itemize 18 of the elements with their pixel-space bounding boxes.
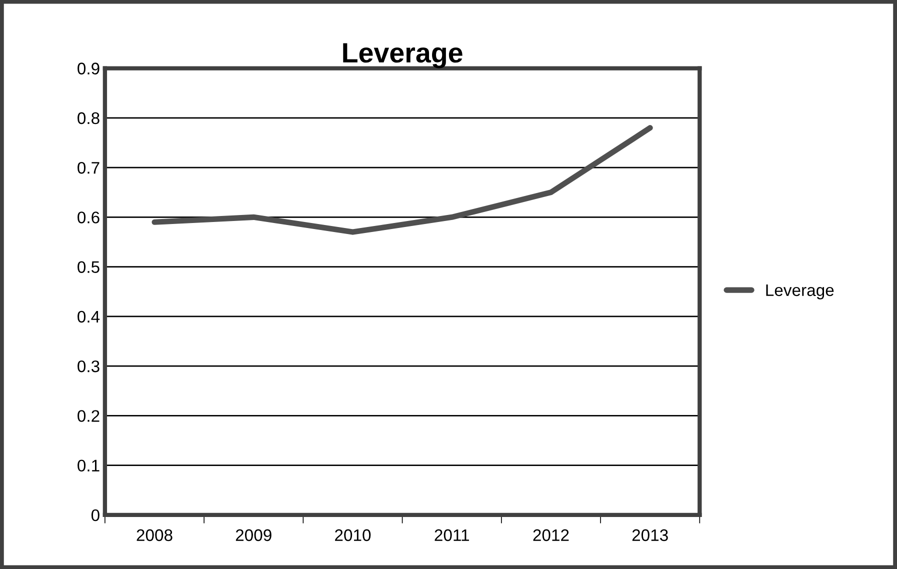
x-tick-label: 2009 xyxy=(236,529,272,542)
x-tick-label: 2010 xyxy=(335,529,371,542)
x-tick-label: 2008 xyxy=(136,529,172,542)
y-tick-label: 0.4 xyxy=(78,310,100,323)
y-tick-label: 0.3 xyxy=(78,360,100,372)
y-tick-label: 0.6 xyxy=(78,212,100,224)
x-tick-label: 2013 xyxy=(632,529,668,542)
y-tick-label: 0.1 xyxy=(78,460,100,472)
legend-label: Leverage xyxy=(766,284,834,300)
y-tick-label: 0.9 xyxy=(78,62,100,74)
x-tick-label: 2011 xyxy=(434,529,469,542)
y-tick-label: 0.5 xyxy=(78,261,100,273)
x-tick-label: 2012 xyxy=(533,529,569,542)
chart-title: Leverage xyxy=(343,43,462,68)
y-tick-label: 0.2 xyxy=(78,410,100,422)
y-tick-label: 0.7 xyxy=(78,162,100,174)
y-tick-label: 0 xyxy=(91,509,100,522)
y-tick-label: 0.8 xyxy=(78,112,100,124)
